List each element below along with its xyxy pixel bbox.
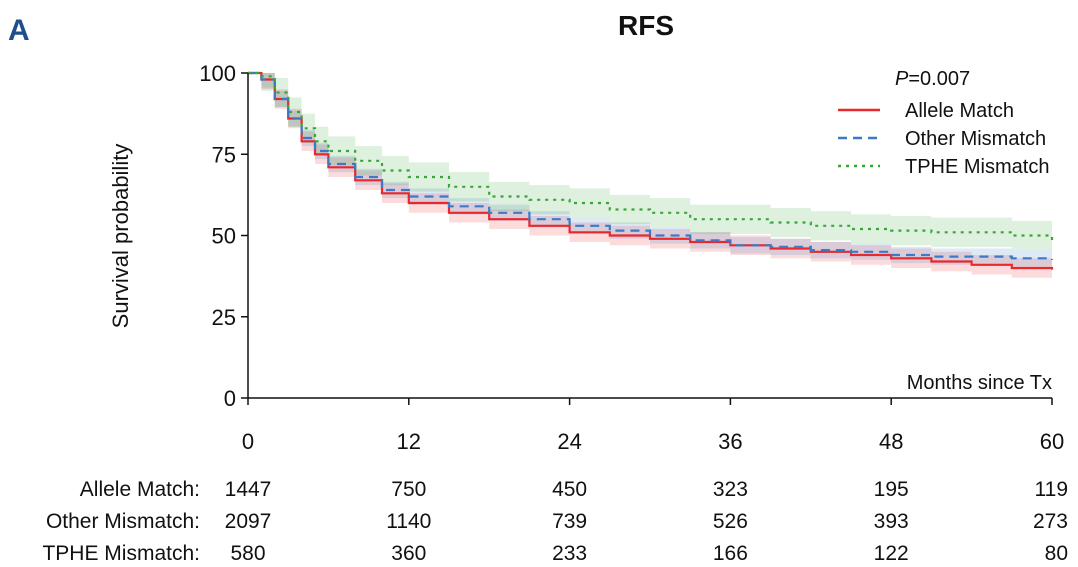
risk-count: 166: [713, 542, 748, 565]
risk-count: 750: [391, 478, 426, 501]
panel-letter: A: [8, 14, 30, 47]
risk-row-label: TPHE Mismatch:: [42, 542, 200, 565]
p-value-prefix: P: [895, 68, 909, 90]
x-tick-label: 24: [557, 429, 581, 454]
x-tick-label: 60: [1040, 429, 1064, 454]
risk-row-label: Other Mismatch:: [46, 510, 200, 533]
risk-table: Allele Match: 1447 750 450 323 195 119 Other Mi…: [42, 478, 1068, 565]
risk-row-label: Allele Match:: [80, 478, 200, 501]
chart-title: RFS: [618, 10, 674, 41]
confidence-band: [248, 73, 1052, 255]
legend-label: Other Mismatch: [905, 128, 1046, 150]
risk-count: 526: [713, 510, 748, 533]
confidence-band: [248, 73, 1052, 268]
survival-curve: [248, 71, 1054, 270]
risk-count: 122: [874, 542, 909, 565]
survival-curves: [248, 71, 1054, 270]
x-ticks: 0 12 24 36 48 60: [242, 398, 1064, 454]
p-value-label: P=0.007: [895, 68, 970, 90]
risk-count: 1140: [386, 510, 431, 533]
y-tick-label: 100: [199, 61, 236, 86]
survival-curve: [248, 71, 1054, 260]
survival-curve: [248, 71, 1054, 241]
legend-label: Allele Match: [905, 100, 1014, 122]
risk-count: 450: [552, 478, 587, 501]
risk-count: 360: [391, 542, 426, 565]
risk-count: 1447: [225, 478, 272, 501]
x-tick-label: 48: [879, 429, 903, 454]
risk-count: 195: [874, 478, 909, 501]
risk-count: 2097: [225, 510, 272, 533]
risk-count: 273: [1033, 510, 1068, 533]
p-value-rest: =0.007: [908, 68, 970, 90]
risk-count: 119: [1035, 478, 1068, 501]
x-tick-label: 36: [718, 429, 742, 454]
y-tick-label: 25: [212, 305, 236, 330]
y-ticks: 0 25 50 75 100: [199, 61, 248, 411]
y-tick-label: 50: [212, 224, 236, 249]
x-tick-label: 0: [242, 429, 254, 454]
y-axis-label: Survival probability: [108, 144, 133, 329]
legend-label: TPHE Mismatch: [905, 156, 1049, 178]
risk-count: 580: [230, 542, 265, 565]
x-axis-label: Months since Tx: [907, 372, 1052, 394]
risk-count: 80: [1045, 542, 1068, 565]
y-tick-label: 75: [212, 142, 236, 167]
x-tick-label: 12: [397, 429, 421, 454]
risk-count: 393: [874, 510, 909, 533]
y-tick-label: 0: [224, 386, 236, 411]
risk-count: 739: [552, 510, 587, 533]
legend: Allele Match Other Mismatch TPHE Mismatch: [838, 100, 1049, 178]
risk-count: 233: [552, 542, 587, 565]
risk-count: 323: [713, 478, 748, 501]
